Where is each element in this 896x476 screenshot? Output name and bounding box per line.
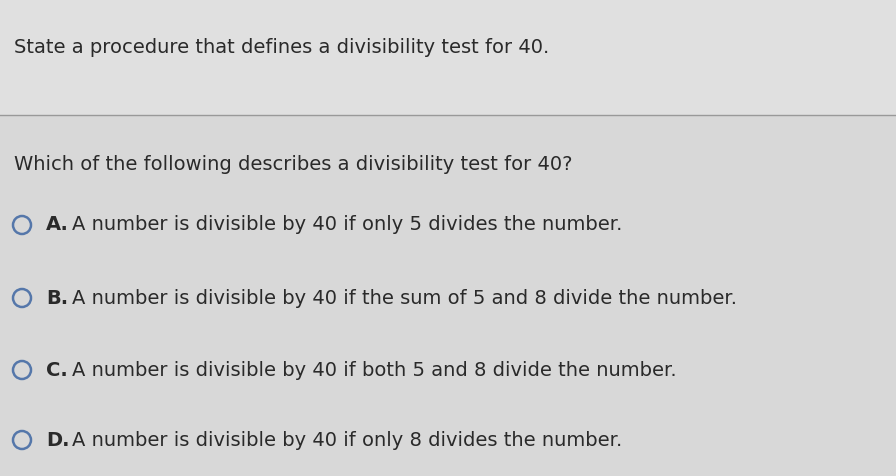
Bar xyxy=(0,0,896,115)
Text: D.: D. xyxy=(46,430,70,449)
Bar xyxy=(0,115,896,476)
Text: A.: A. xyxy=(46,216,69,235)
Text: A number is divisible by 40 if both 5 and 8 divide the number.: A number is divisible by 40 if both 5 an… xyxy=(72,360,676,379)
Text: A number is divisible by 40 if the sum of 5 and 8 divide the number.: A number is divisible by 40 if the sum o… xyxy=(72,288,737,307)
Text: B.: B. xyxy=(46,288,68,307)
Text: A number is divisible by 40 if only 5 divides the number.: A number is divisible by 40 if only 5 di… xyxy=(72,216,623,235)
Text: State a procedure that defines a divisibility test for 40.: State a procedure that defines a divisib… xyxy=(14,38,549,57)
Text: A number is divisible by 40 if only 8 divides the number.: A number is divisible by 40 if only 8 di… xyxy=(72,430,622,449)
Text: C.: C. xyxy=(46,360,68,379)
Text: Which of the following describes a divisibility test for 40?: Which of the following describes a divis… xyxy=(14,155,573,174)
